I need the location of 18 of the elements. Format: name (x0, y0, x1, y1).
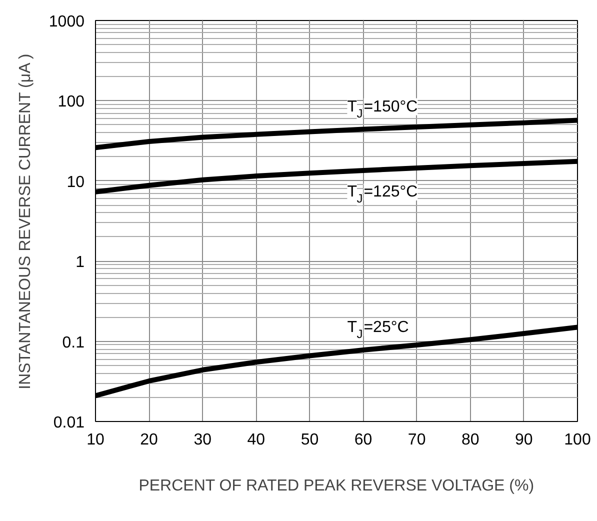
x-axis-title: PERCENT OF RATED PEAK REVERSE VOLTAGE (%) (138, 478, 534, 494)
y-tick-label: 10 (66, 174, 85, 191)
x-tick-label: 60 (354, 432, 372, 448)
x-tick-label: 80 (461, 432, 480, 448)
y-tick-label: 1000 (48, 14, 85, 30)
y-axis-title: INSTANTANEOUS REVERSE CURRENT (μA ) (16, 54, 34, 390)
x-tick-label: 90 (515, 432, 533, 448)
x-tick-label: 100 (564, 432, 591, 448)
x-tick-label: 20 (140, 432, 158, 448)
y-tick-label: 0.01 (53, 414, 85, 432)
y-tick-label: 100 (58, 94, 85, 111)
x-tick-label: 10 (86, 432, 104, 448)
x-tick-label: 40 (247, 432, 266, 448)
y-tick-label: 1 (76, 254, 85, 272)
x-tick-label: 30 (194, 432, 212, 448)
x-tick-label: 70 (408, 432, 426, 448)
y-tick-label: 0.1 (62, 334, 85, 352)
x-tick-label: 50 (300, 432, 319, 448)
